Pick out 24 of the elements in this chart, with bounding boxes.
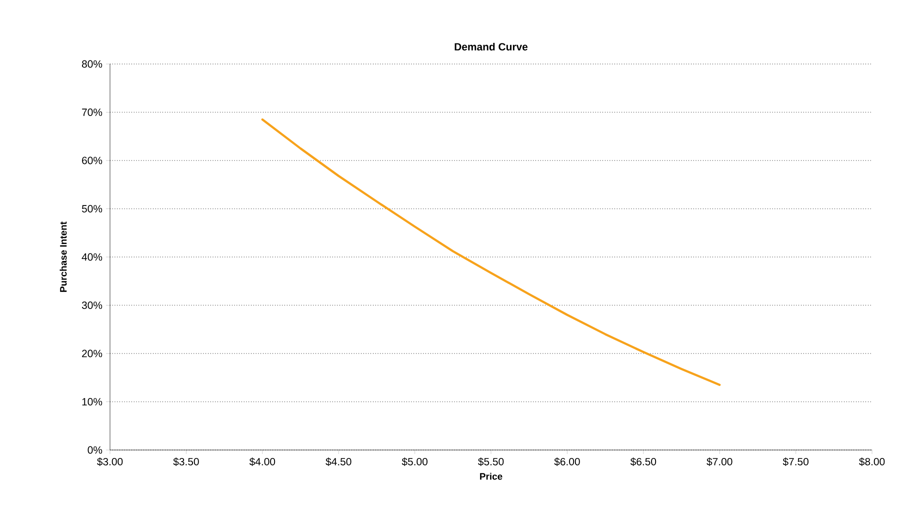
- y-tick-label: 70%: [82, 108, 102, 116]
- x-axis-title: Price: [480, 472, 502, 480]
- x-tick-label: $7.50: [782, 458, 808, 466]
- x-tick-label: $7.00: [706, 458, 732, 466]
- x-tick-label: $3.50: [173, 458, 199, 466]
- y-tick-label: 60%: [82, 156, 102, 164]
- y-tick-label: 30%: [82, 302, 102, 309]
- y-tick-label: 20%: [82, 350, 102, 358]
- y-tick-label: 80%: [82, 60, 102, 68]
- x-tick-label: $4.00: [249, 458, 276, 466]
- x-tick-label: $3.00: [97, 458, 123, 466]
- y-tick-label: 50%: [82, 205, 102, 212]
- y-tick-label: 40%: [82, 253, 102, 261]
- y-axis-title: Purchase Intent: [60, 222, 67, 292]
- x-tick-label: $8.00: [859, 458, 885, 466]
- x-tick-label: $4.50: [326, 458, 352, 466]
- x-tick-label: $6.50: [630, 458, 656, 466]
- x-tick-label: $6.00: [554, 458, 580, 466]
- chart-title: Demand Curve: [454, 42, 528, 51]
- y-tick-label: 10%: [82, 398, 102, 406]
- line-series: [261, 118, 721, 386]
- x-tick-label: $5.50: [478, 458, 504, 466]
- x-tick-label: $5.00: [402, 458, 428, 466]
- y-tick-label: 0%: [88, 446, 102, 454]
